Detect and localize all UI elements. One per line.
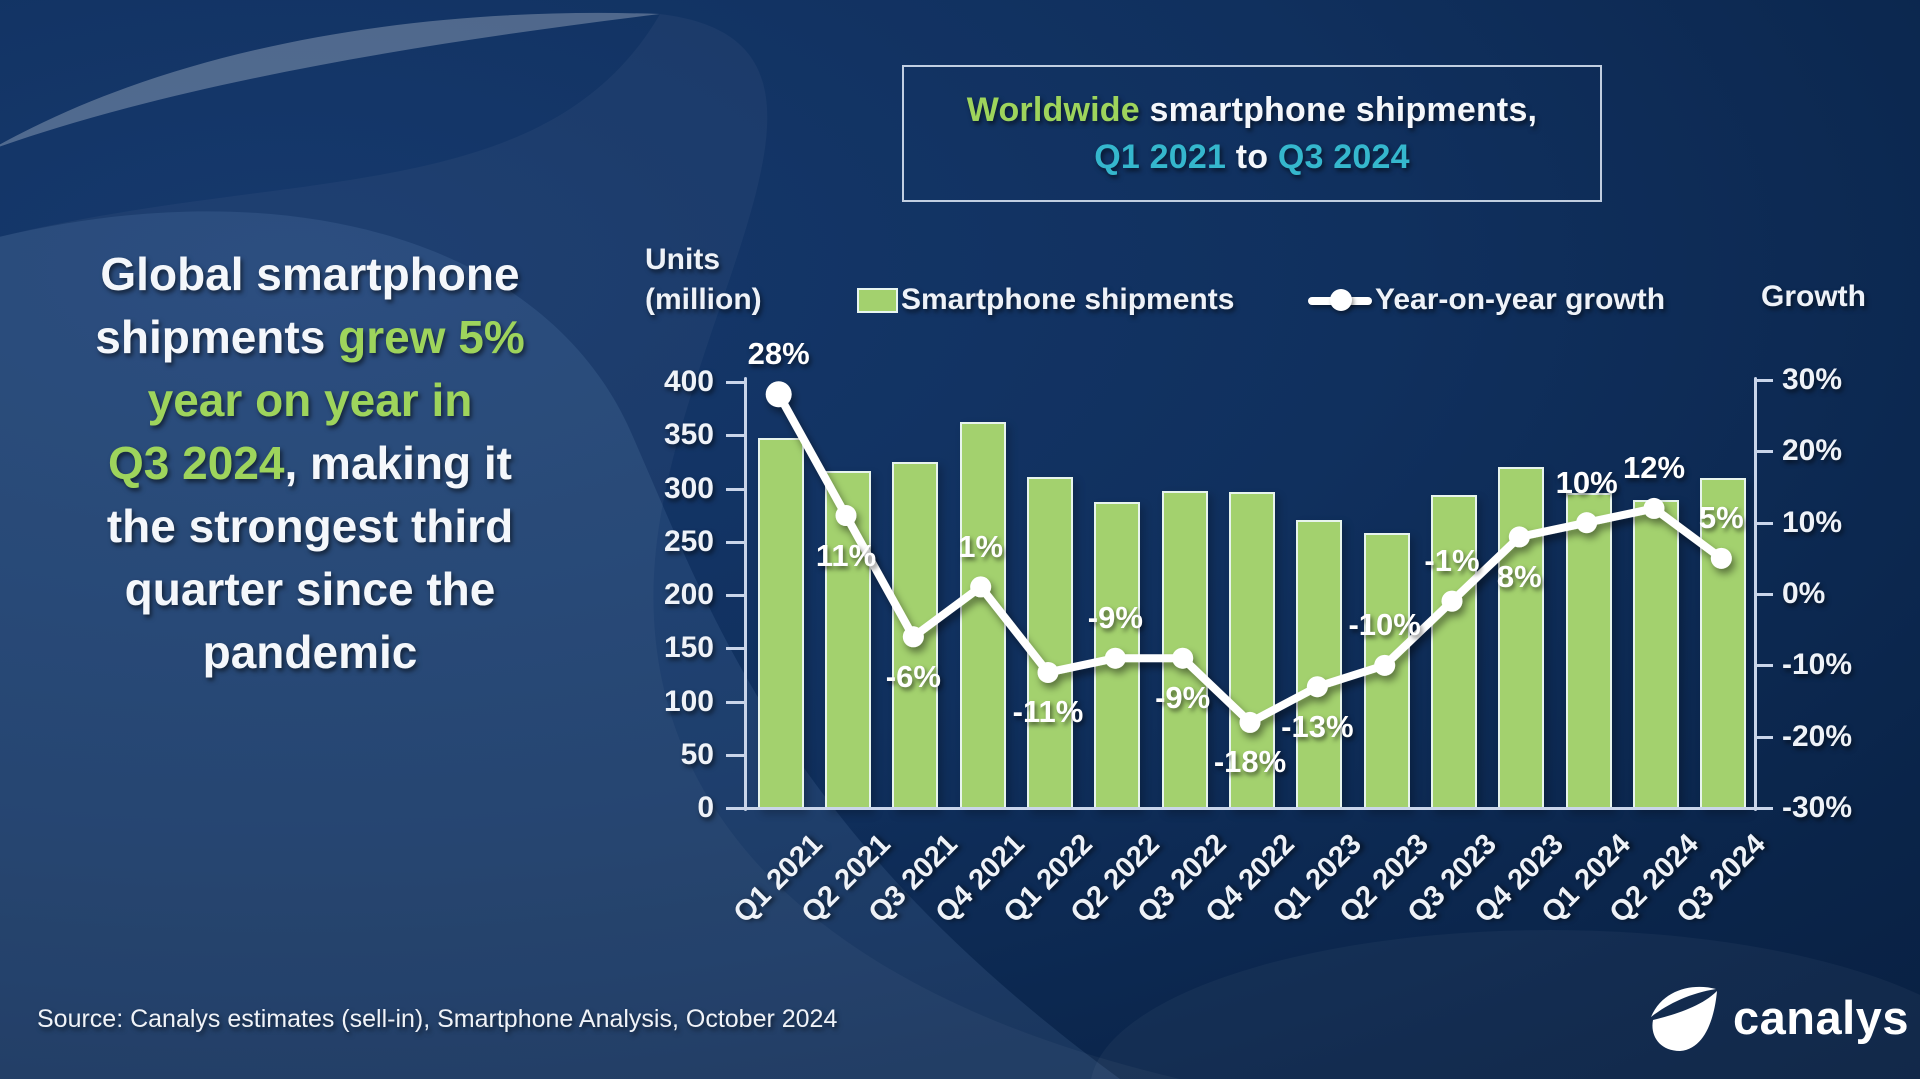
headline-segment: year on year in (147, 374, 473, 426)
left-axis-tick-label: 300 (663, 471, 714, 505)
headline-segment: Global smartphone (100, 248, 520, 300)
headline-segment: , making it (284, 437, 512, 489)
right-axis-tick-label: 0% (1782, 577, 1826, 610)
headline-line-5: the strongest third (36, 495, 584, 558)
legend-shipments-label: Smartphone shipments (901, 283, 1235, 316)
headline-line-1: Global smartphone (36, 243, 584, 306)
right-axis-tick (1755, 593, 1773, 596)
growth-value-q1-2023: -13% (1281, 708, 1354, 744)
left-axis-tick (726, 807, 744, 810)
title-to: to (1226, 137, 1278, 176)
growth-value-q3-2022: -9% (1155, 680, 1211, 716)
bar-q3-2021 (892, 461, 939, 810)
chart-title-line1: Worldwide smartphone shipments, (967, 87, 1537, 134)
bar-q2-2022 (1094, 502, 1141, 810)
left-axis-tick (726, 647, 744, 651)
bar-q1-2022 (1027, 476, 1073, 810)
canalys-logo-icon (1651, 986, 1717, 1051)
headline-segment: shipments (95, 311, 339, 363)
headline-segment: quarter since the (124, 563, 496, 615)
left-axis-tick-label: 350 (663, 418, 714, 452)
legend-growth-label: Year-on-year growth (1375, 283, 1666, 316)
canalys-logo: canalys (1645, 977, 1909, 1057)
bar-q1-2024 (1565, 492, 1612, 810)
left-axis-line (744, 377, 747, 811)
right-axis-tick (1755, 450, 1773, 454)
right-axis-tick (1755, 379, 1773, 382)
bar-q2-2021 (825, 471, 871, 810)
title-rest: smartphone shipments, (1139, 90, 1538, 129)
headline-segment: grew 5% (338, 311, 525, 363)
left-axis-tick-label: 150 (663, 631, 714, 665)
growth-value-q1-2021: 28% (747, 336, 810, 372)
bar-swatch-icon (857, 287, 898, 313)
headline-line-2: shipments grew 5% (36, 306, 584, 369)
bar-q4-2021 (959, 422, 1006, 810)
right-axis-tick (1755, 521, 1773, 525)
left-axis-title-line1: Units (645, 243, 720, 276)
headline-line-7: pandemic (36, 621, 584, 684)
growth-value-q2-2022: -9% (1087, 600, 1143, 636)
right-axis-tick (1755, 735, 1773, 739)
left-axis-tick-label: 0 (697, 791, 714, 824)
left-axis-tick (726, 753, 744, 757)
right-axis-tick-label: -30% (1782, 791, 1853, 824)
left-axis-tick-label: 400 (663, 365, 714, 398)
right-axis-tick (1755, 807, 1773, 810)
left-axis-tick (726, 381, 744, 384)
headline-line-4: Q3 2024, making it (36, 432, 584, 495)
line-marker-icon (1308, 288, 1372, 312)
left-axis-title: Units (million) (645, 240, 762, 320)
headline-line-6: quarter since the (36, 558, 584, 621)
left-axis-tick (726, 700, 744, 704)
growth-value-q4-2023: 8% (1496, 558, 1542, 594)
legend-item-growth: Year-on-year growth (1308, 283, 1665, 317)
source-note: Source: Canalys estimates (sell-in), Sma… (37, 1005, 838, 1033)
bar-q4-2023 (1498, 467, 1545, 810)
headline-text: Global smartphone shipments grew 5% year o… (36, 243, 584, 684)
growth-value-q2-2021: 11% (815, 537, 877, 573)
headline-line-3: year on year in (36, 369, 584, 432)
bar-q1-2021 (757, 438, 804, 810)
x-axis-baseline (744, 807, 1757, 810)
canalys-logo-text: canalys (1733, 990, 1909, 1044)
chart-title-box: Worldwide smartphone shipments, Q1 2021 … (902, 65, 1602, 202)
chart-title-line2: Q1 2021 to Q3 2024 (1094, 134, 1409, 181)
title-q3-2024: Q3 2024 (1277, 137, 1410, 176)
growth-value-q3-2024: 5% (1698, 500, 1744, 536)
title-worldwide: Worldwide (966, 90, 1140, 129)
legend-item-shipments: Smartphone shipments (857, 283, 1234, 317)
left-axis-tick-label: 50 (680, 737, 714, 771)
growth-value-q4-2022: -18% (1213, 744, 1287, 780)
right-axis-title: Growth (1761, 280, 1866, 313)
headline-segment: Q3 2024 (108, 437, 285, 489)
growth-value-q2-2024: 12% (1622, 450, 1686, 486)
left-axis-tick (726, 540, 744, 544)
left-axis-title-line2: (million) (645, 283, 762, 316)
left-axis-tick-label: 250 (663, 524, 714, 558)
growth-value-q4-2021: 1% (958, 528, 1004, 564)
right-axis-tick-label: -20% (1782, 719, 1853, 753)
growth-value-q3-2021: -6% (885, 658, 941, 694)
growth-value-q1-2022: -11% (1012, 694, 1084, 730)
title-q1-2021: Q1 2021 (1094, 137, 1227, 176)
right-axis-tick-label: -10% (1782, 648, 1853, 682)
left-axis-tick-label: 100 (663, 684, 714, 718)
left-axis-tick-label: 200 (663, 578, 714, 611)
right-axis-tick-label: 20% (1782, 434, 1843, 468)
left-axis-tick (726, 487, 744, 491)
bar-q2-2024 (1633, 500, 1679, 810)
headline-segment: pandemic (202, 626, 418, 678)
left-axis-tick (726, 594, 744, 597)
left-axis-tick (726, 434, 744, 438)
right-axis-tick (1755, 664, 1773, 668)
right-axis-tick-label: 30% (1782, 363, 1843, 396)
right-axis-tick-label: 10% (1782, 505, 1843, 539)
growth-value-q2-2023: -10% (1348, 607, 1421, 643)
headline-segment: the strongest third (106, 500, 514, 552)
